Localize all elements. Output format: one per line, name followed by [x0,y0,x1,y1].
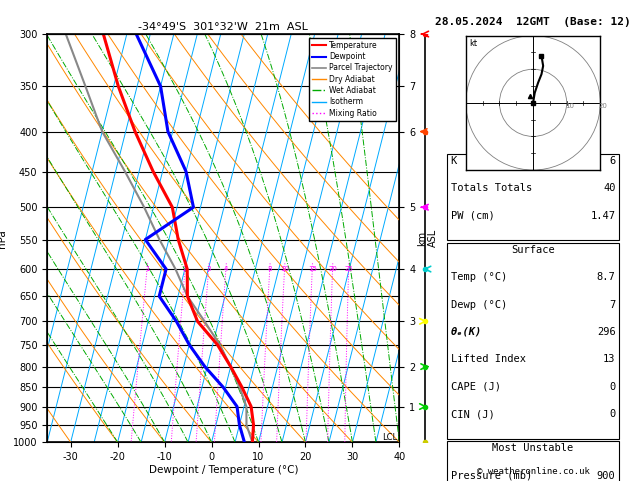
Text: © weatheronline.co.uk: © weatheronline.co.uk [477,468,589,476]
Text: Temp (°C): Temp (°C) [450,272,507,282]
Text: 20: 20 [328,266,337,272]
Text: 3: 3 [206,266,211,272]
Text: 4: 4 [224,266,228,272]
Text: 8: 8 [267,266,272,272]
Text: 40: 40 [603,183,616,193]
Text: 13: 13 [603,354,616,364]
Text: 1: 1 [145,266,149,272]
Bar [447,243,619,439]
X-axis label: Dewpoint / Temperature (°C): Dewpoint / Temperature (°C) [148,465,298,475]
Y-axis label: km
ASL: km ASL [417,229,438,247]
Text: 2: 2 [183,266,187,272]
Text: 900: 900 [597,471,616,481]
Text: Most Unstable: Most Unstable [493,443,574,453]
Text: 7: 7 [610,300,616,310]
Text: CAPE (J): CAPE (J) [450,382,501,392]
Text: Totals Totals: Totals Totals [450,183,532,193]
Text: Pressure (mb): Pressure (mb) [450,471,532,481]
Text: 1.47: 1.47 [591,210,616,221]
Bar [447,441,619,486]
Text: CIN (J): CIN (J) [450,409,494,419]
Text: Surface: Surface [511,245,555,255]
Y-axis label: hPa: hPa [0,229,8,247]
Text: Lifted Index: Lifted Index [450,354,526,364]
Text: 20: 20 [599,103,608,109]
Text: 15: 15 [308,266,316,272]
Text: kt: kt [469,39,477,48]
Text: LCL: LCL [382,433,397,442]
Text: 28.05.2024  12GMT  (Base: 12): 28.05.2024 12GMT (Base: 12) [435,17,629,27]
Text: Dewp (°C): Dewp (°C) [450,300,507,310]
Title: -34°49'S  301°32'W  21m  ASL: -34°49'S 301°32'W 21m ASL [138,22,308,32]
Text: 296: 296 [597,327,616,337]
Text: 8.7: 8.7 [597,272,616,282]
Text: 10: 10 [565,103,574,109]
Text: PW (cm): PW (cm) [450,210,494,221]
Legend: Temperature, Dewpoint, Parcel Trajectory, Dry Adiabat, Wet Adiabat, Isotherm, Mi: Temperature, Dewpoint, Parcel Trajectory… [309,38,396,121]
Text: 10: 10 [280,266,289,272]
Text: 0: 0 [610,382,616,392]
Bar [447,154,619,240]
Text: 25: 25 [344,266,353,272]
Text: 0: 0 [610,409,616,419]
Text: 6: 6 [610,156,616,166]
Text: θₑ(K): θₑ(K) [450,327,482,337]
Text: K: K [450,156,457,166]
